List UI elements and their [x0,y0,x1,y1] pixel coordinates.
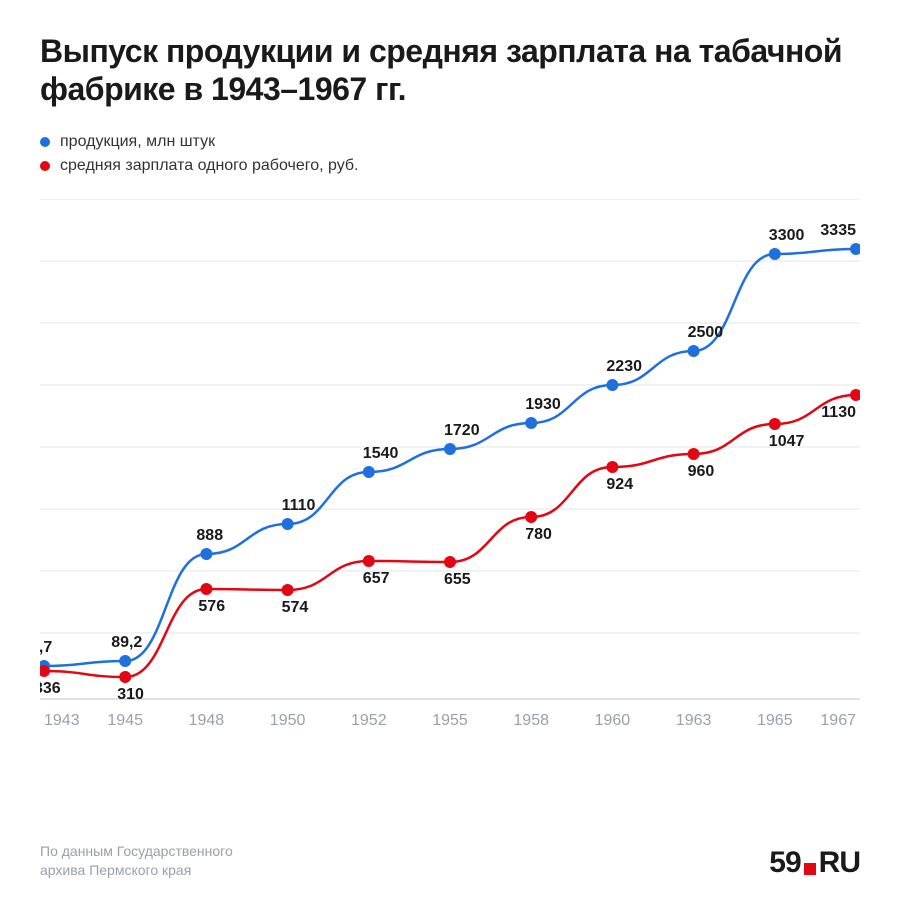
svg-text:2500: 2500 [688,324,724,341]
svg-text:1930: 1930 [525,396,561,413]
legend-label: продукция, млн штук [60,133,215,151]
svg-text:1952: 1952 [351,712,387,729]
svg-text:1948: 1948 [189,712,225,729]
svg-text:1955: 1955 [432,712,468,729]
svg-text:576: 576 [198,598,225,615]
chart-svg: 8,7 89,2 888 1110 1540 1720 1930 2230 2500 3300 33… [40,199,860,739]
svg-text:1540: 1540 [363,445,399,462]
svg-text:1958: 1958 [513,712,549,729]
svg-text:8,7: 8,7 [40,639,52,656]
svg-text:3300: 3300 [769,227,805,244]
svg-text:1967: 1967 [820,712,856,729]
svg-text:89,2: 89,2 [111,634,142,651]
svg-text:1130: 1130 [821,404,856,421]
legend-item-salary: средняя зарплата одного рабочего, руб. [40,157,860,175]
svg-text:336: 336 [40,680,61,697]
svg-text:780: 780 [525,526,552,543]
svg-text:657: 657 [363,570,390,587]
svg-text:1960: 1960 [595,712,631,729]
svg-text:1965: 1965 [757,712,793,729]
legend-dot-production-icon [40,137,50,147]
svg-text:1720: 1720 [444,422,480,439]
chart-title: Выпуск продукции и средняя зарплата на т… [40,32,860,109]
svg-text:3335: 3335 [820,222,856,239]
logo-numeric: 59 [769,846,800,880]
svg-text:574: 574 [282,599,309,616]
svg-text:2230: 2230 [606,358,642,375]
svg-text:888: 888 [196,527,223,544]
svg-text:1110: 1110 [282,497,316,514]
logo-suffix: RU [819,846,860,880]
legend-dot-salary-icon [40,161,50,171]
logo-square-icon [804,863,816,875]
svg-text:310: 310 [117,686,144,703]
footer: По данным Государственного архива Пермск… [40,842,860,880]
svg-text:1950: 1950 [270,712,306,729]
legend-item-production: продукция, млн штук [40,133,860,151]
svg-text:924: 924 [606,476,633,493]
legend: продукция, млн штук средняя зарплата одн… [40,133,860,175]
svg-text:1943: 1943 [44,712,80,729]
legend-label: средняя зарплата одного рабочего, руб. [60,157,359,175]
source-text: По данным Государственного архива Пермск… [40,842,233,880]
svg-text:655: 655 [444,571,471,588]
svg-text:1963: 1963 [676,712,712,729]
svg-text:1945: 1945 [107,712,143,729]
site-logo: 59 RU [769,846,860,880]
svg-text:1047: 1047 [769,433,805,450]
line-chart: 8,7 89,2 888 1110 1540 1720 1930 2230 2500 3300 33… [40,199,860,739]
svg-text:960: 960 [688,463,715,480]
